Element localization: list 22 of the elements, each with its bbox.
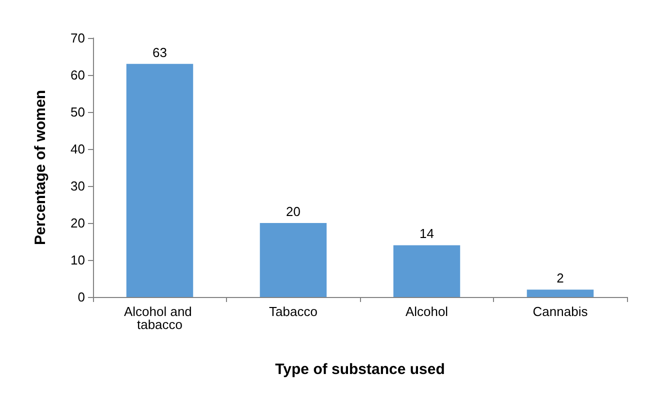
data-label: 14 xyxy=(420,226,434,242)
y-tick-label: 50 xyxy=(70,104,85,120)
bar xyxy=(393,245,460,297)
y-tick-label: 40 xyxy=(70,142,85,156)
x-tick-label: Tabacco xyxy=(269,304,318,319)
bar xyxy=(260,223,327,297)
bar xyxy=(126,64,194,297)
x-tick-label: Cannabis xyxy=(532,304,588,319)
y-tick-label: 60 xyxy=(70,68,85,82)
data-label: 20 xyxy=(286,204,300,219)
data-label: 2 xyxy=(556,270,564,286)
x-tick-label: Alcohol xyxy=(405,304,448,319)
y-axis-title: Percentage of women xyxy=(32,90,49,246)
y-tick-label: 20 xyxy=(70,216,85,230)
y-tick-label: 10 xyxy=(70,252,85,268)
bar xyxy=(526,290,594,297)
y-tick-label: 30 xyxy=(70,178,85,194)
data-label: 63 xyxy=(152,44,167,60)
x-axis-title: Type of substance used xyxy=(275,361,445,378)
y-tick-label: 70 xyxy=(70,30,85,46)
x-tick-label: Alcohol and tabacco xyxy=(124,304,196,332)
y-tick-label: 0 xyxy=(78,290,85,304)
